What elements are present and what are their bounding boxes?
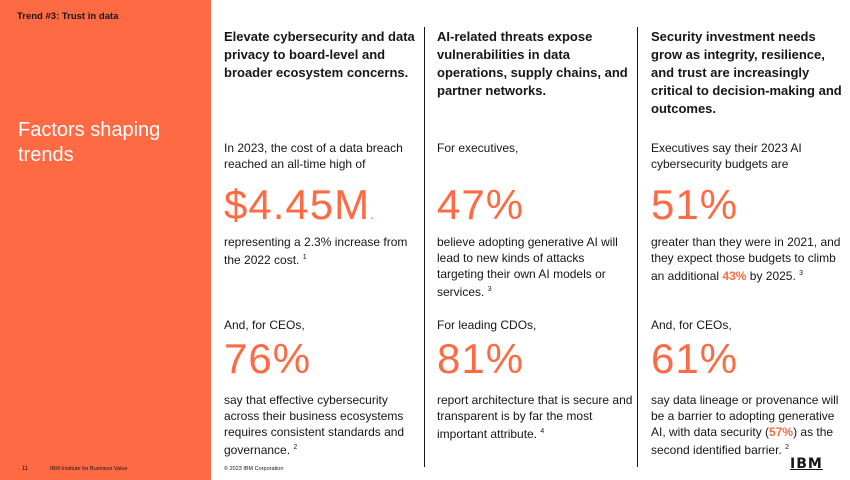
stat-intro: And, for CEOs, bbox=[651, 318, 732, 332]
highlight-value: 57% bbox=[769, 425, 794, 439]
publisher-label: IBM Institute for Business Value bbox=[50, 466, 128, 472]
stat-value: 81% bbox=[437, 335, 525, 382]
column-heading: Security investment needs grow as integr… bbox=[651, 29, 842, 116]
page-number: 11 bbox=[22, 466, 29, 472]
stat-intro: For leading CDOs, bbox=[437, 318, 537, 332]
highlight-value: 43% bbox=[722, 269, 747, 283]
page-title: Factors shaping trends bbox=[18, 119, 161, 166]
stat-intro: In 2023, the cost of a data breach reach… bbox=[224, 141, 403, 171]
stat-intro: And, for CEOs, bbox=[224, 318, 305, 332]
stat-intro: Executives say their 2023 AI cybersecuri… bbox=[651, 141, 802, 171]
stat-value: 47% bbox=[437, 181, 525, 228]
stat-description: say data lineage or provenance will be a… bbox=[651, 393, 839, 457]
trend-tag: Trend #3: Trust in data bbox=[17, 11, 119, 22]
stat-description: representing a 2.3% increase from the 20… bbox=[224, 235, 408, 267]
stat-description: greater than they were in 2021, and they… bbox=[651, 235, 841, 283]
column-divider bbox=[637, 27, 638, 467]
stat-value: 51% bbox=[651, 181, 739, 228]
stat-description: report architecture that is secure and t… bbox=[437, 393, 633, 441]
column-heading: Elevate cybersecurity and data privacy t… bbox=[224, 29, 415, 80]
sidebar-panel: Trend #3: Trust in data Factors shaping … bbox=[0, 0, 211, 480]
stat-description: believe adopting generative AI will lead… bbox=[437, 235, 618, 299]
stat-value: $4.45M. bbox=[224, 181, 375, 228]
copyright-label: © 2023 IBM Corporation bbox=[224, 466, 284, 472]
ibm-logo: IBM bbox=[790, 456, 823, 472]
stat-intro: For executives, bbox=[437, 141, 519, 155]
stat-value: 61% bbox=[651, 335, 739, 382]
stat-description: say that effective cybersecurity across … bbox=[224, 393, 405, 457]
stat-value: 76% bbox=[224, 335, 312, 382]
column-heading: AI-related threats expose vulnerabilitie… bbox=[437, 29, 628, 98]
column-divider bbox=[424, 27, 425, 467]
